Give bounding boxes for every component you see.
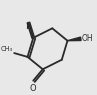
Text: OH: OH (82, 34, 93, 43)
Polygon shape (68, 37, 81, 41)
Text: O: O (30, 84, 37, 93)
Text: CH₃: CH₃ (1, 46, 13, 52)
